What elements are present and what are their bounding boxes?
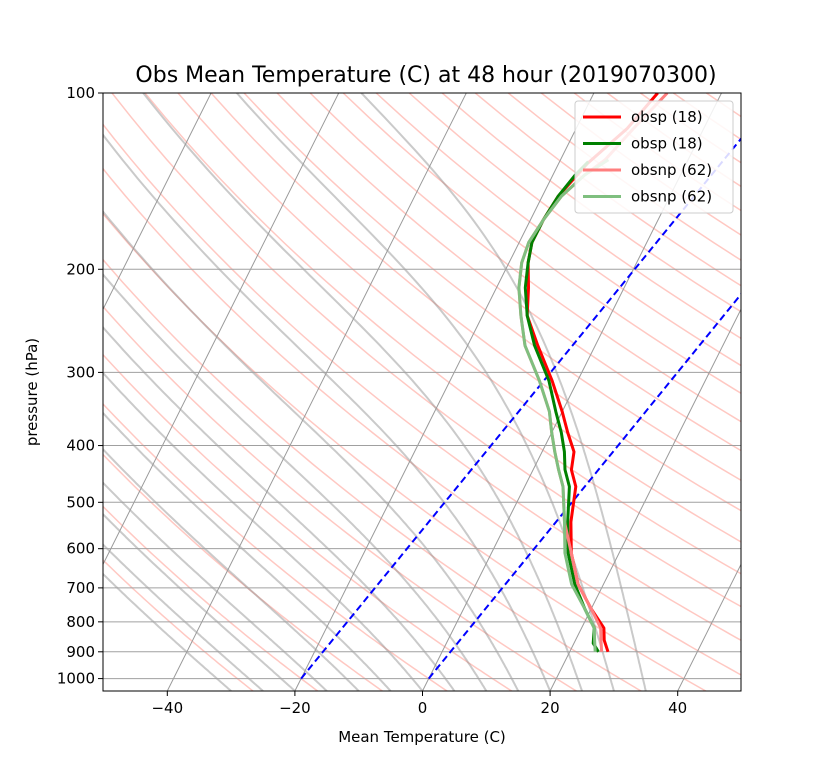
moist-adiabat-line [360,93,647,691]
isotherm-line [103,93,212,311]
x-tick-label: 20 [541,699,560,717]
mixing-ratio-line [427,292,741,680]
moist-adiabat-line [103,512,296,691]
legend-label: obsp (18) [631,135,703,153]
moist-adiabat-line [103,325,456,691]
series-lines [517,93,669,653]
dry-adiabat-line [309,93,741,423]
moist-adiabat-line [103,543,264,691]
moist-adiabat-line [103,273,488,691]
legend-label: obsnp (62) [631,188,712,206]
y-tick-label: 600 [66,540,95,558]
x-tick-label: 0 [418,699,428,717]
isotherm-line [805,93,823,691]
dry-adiabat-line [408,93,741,340]
dry-adiabat-line [103,305,578,691]
moist-adiabat-line [103,210,520,691]
y-tick-label: 300 [66,363,95,381]
x-tick-label: 40 [668,699,687,717]
dry-adiabat-line [177,93,741,543]
dry-adiabat-line [103,453,384,691]
legend-label: obsnp (62) [631,161,712,179]
dry-adiabat-line [210,93,741,512]
legend-box [574,100,734,214]
x-axis-label: Mean Temperature (C) [338,728,506,746]
y-axis-ticks: 1000 900 800 700 600 500 400 300 200 100 [57,84,103,688]
x-tick-label: −20 [279,699,311,717]
moist-adiabat-line [103,481,328,691]
dry-adiabat-line [111,93,741,608]
isotherm-line [294,93,595,691]
moist-adiabat-line [142,93,583,691]
isotherm-line [166,93,467,691]
y-tick-label: 1000 [57,670,95,688]
moist-adiabat-line [103,133,552,691]
dry-adiabat-line [103,353,514,691]
moist-adiabat-line [103,572,232,691]
moist-adiabat-line [103,371,424,691]
dry-adiabat-line [342,93,741,395]
legend-label: obsp (18) [631,108,703,126]
isotherm-line [0,93,84,691]
x-axis-ticks: −40 −20 0 20 40 [151,691,687,717]
y-tick-label: 900 [66,643,95,661]
y-tick-label: 700 [66,579,95,597]
y-tick-label: 500 [66,493,95,511]
y-tick-label: 200 [66,260,95,278]
y-axis-label: pressure (hPa) [23,338,41,446]
dry-adiabat-line [103,123,741,642]
y-tick-label: 100 [66,84,95,102]
dry-adiabat-line [276,93,741,452]
moist-adiabat-line [103,447,360,691]
x-tick-label: −40 [151,699,183,717]
legend: obsp (18) obsp (18) obsnp (62) obsnp (62) [574,100,734,214]
chart-title: Obs Mean Temperature (C) at 48 hour (201… [135,63,716,88]
dry-adiabat-line [103,505,319,691]
dry-adiabat-line [243,93,741,482]
moist-adiabat-line [103,411,392,691]
dry-adiabat-line [144,93,741,575]
isotherm-line [549,308,741,691]
isotherm-line [103,93,340,566]
moist-adiabats [103,93,647,691]
isobars [103,93,741,680]
isotherm-line [677,563,741,691]
y-tick-label: 400 [66,437,95,455]
dry-adiabat-line [375,93,741,367]
y-tick-label: 800 [66,613,95,631]
series-line-4 [517,158,610,652]
